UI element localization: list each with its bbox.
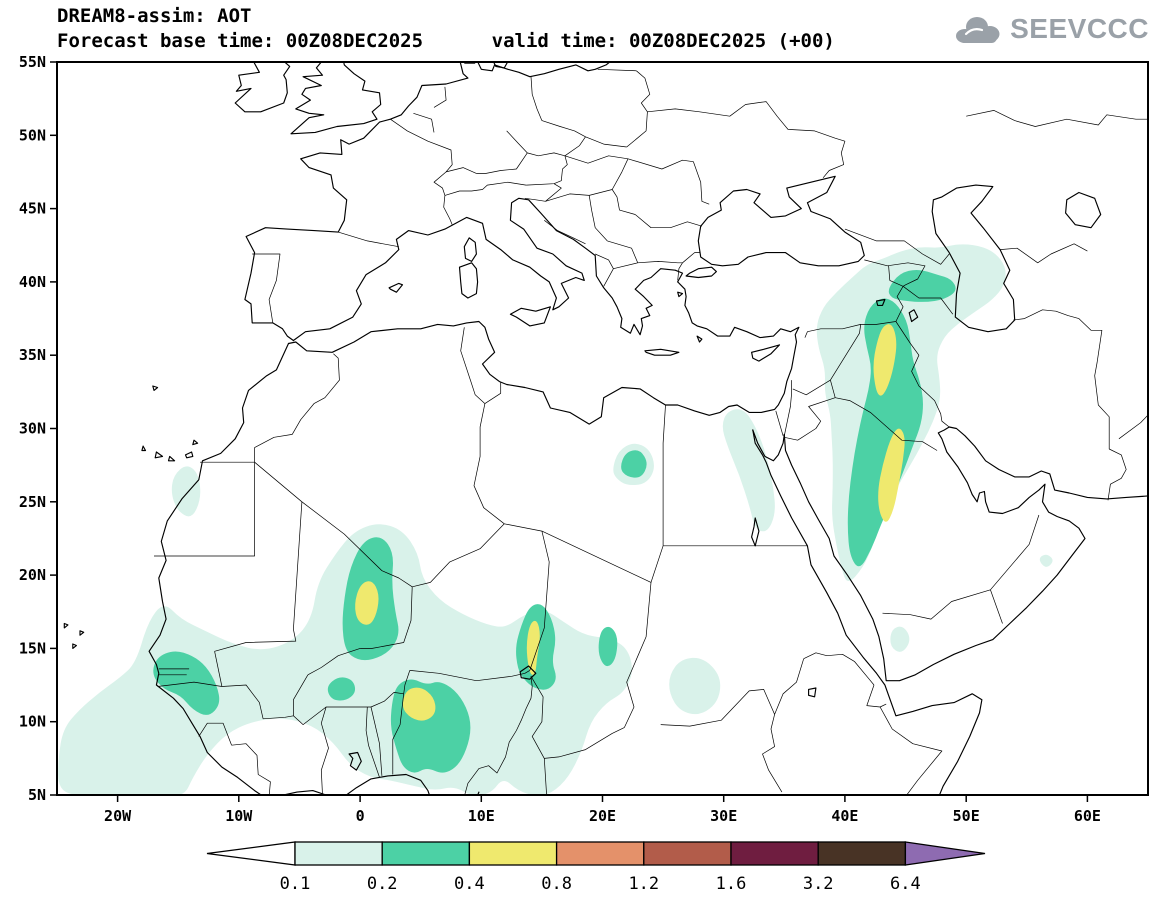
lon-tick-label: 40E (831, 807, 858, 825)
colorbar-label: 3.2 (803, 874, 834, 894)
cloud-icon (956, 17, 1000, 43)
colorbar-segment (381, 841, 471, 866)
axis-tick-labels: 55N 50N 45N 40N 35N 30N 25N 20N 15N 10N 5N 20W 10W 0 1… (19, 53, 1101, 825)
lat-tick-label: 15N (19, 639, 46, 657)
colorbar-segment (468, 841, 558, 866)
plot-title: DREAM8-assim: AOT (57, 5, 252, 27)
colorbar-label: 0.4 (454, 874, 485, 894)
colorbar-label: 0.2 (367, 874, 398, 894)
lat-tick-label: 50N (19, 126, 46, 144)
lon-tick-label: 60E (1074, 807, 1101, 825)
aot-region-oman-speck (1039, 554, 1053, 567)
lon-tick-label: 20W (104, 807, 132, 825)
colorbar-segment (294, 841, 383, 866)
aot-region-egypt-spot (621, 450, 647, 478)
aot-region-iraq-saudi-core (878, 428, 905, 522)
lat-tick-label: 35N (19, 346, 46, 364)
aot-filled-contours (58, 244, 1053, 795)
lon-tick-label: 50E (953, 807, 980, 825)
lat-tick-label: 45N (19, 200, 46, 218)
colorbar-segment (817, 841, 907, 866)
colorbar-label: 1.2 (628, 874, 659, 894)
coastlines (63, 62, 1148, 795)
lat-tick-label: 40N (19, 273, 46, 291)
aot-region-burkina-spot (327, 677, 356, 701)
lat-tick-label: 5N (28, 786, 46, 804)
colorbar-label: 0.1 (280, 874, 311, 894)
aot-region-mali-core (355, 581, 379, 625)
lat-tick-label: 25N (19, 493, 46, 511)
aot-region-caucasus-caspian (888, 269, 956, 302)
aot-region-iraq-north-core (873, 324, 897, 396)
aot-region-sudan-patch (669, 657, 721, 715)
lat-tick-label: 20N (19, 566, 46, 584)
country-borders (154, 63, 1148, 795)
colorbar-segment (730, 841, 819, 866)
plot-subtitle: Forecast base time: 00Z08DEC2025 valid t… (57, 30, 835, 52)
aot-region-darfur-spot (598, 626, 618, 667)
lon-tick-label: 10W (225, 807, 253, 825)
colorbar-segment (555, 841, 645, 866)
aot-region-west-africa-sahel (58, 524, 632, 795)
aot-region-western-sahara-coast (171, 466, 201, 517)
aot-region-mesopotamia-plume (847, 298, 923, 567)
lat-tick-label: 10N (19, 713, 46, 731)
colorbar: 0.1 0.2 0.4 0.8 1.2 1.6 3.2 6.4 (206, 841, 986, 894)
colorbar-left-arrow (206, 841, 296, 866)
lon-tick-label: 30E (710, 807, 737, 825)
axis-tick-marks (50, 61, 1089, 802)
seevccc-logo: SEEVCCC (952, 12, 1149, 46)
aot-region-red-sea-egypt (722, 409, 775, 532)
colorbar-right-arrow (904, 841, 986, 866)
colorbar-label: 0.8 (541, 874, 572, 894)
lat-tick-label: 55N (19, 53, 46, 71)
colorbar-label: 6.4 (890, 874, 921, 894)
aot-region-chad-core (526, 620, 540, 675)
colorbar-segment (643, 841, 732, 866)
lon-tick-label: 0 (356, 807, 365, 825)
aot-region-nigeria-core (402, 687, 436, 721)
aot-region-yemen-patch (890, 626, 910, 652)
lon-tick-label: 20E (589, 807, 616, 825)
colorbar-label: 1.6 (716, 874, 747, 894)
lon-tick-label: 10E (468, 807, 495, 825)
logo-text: SEEVCCC (1010, 13, 1149, 44)
lat-tick-label: 30N (19, 420, 46, 438)
